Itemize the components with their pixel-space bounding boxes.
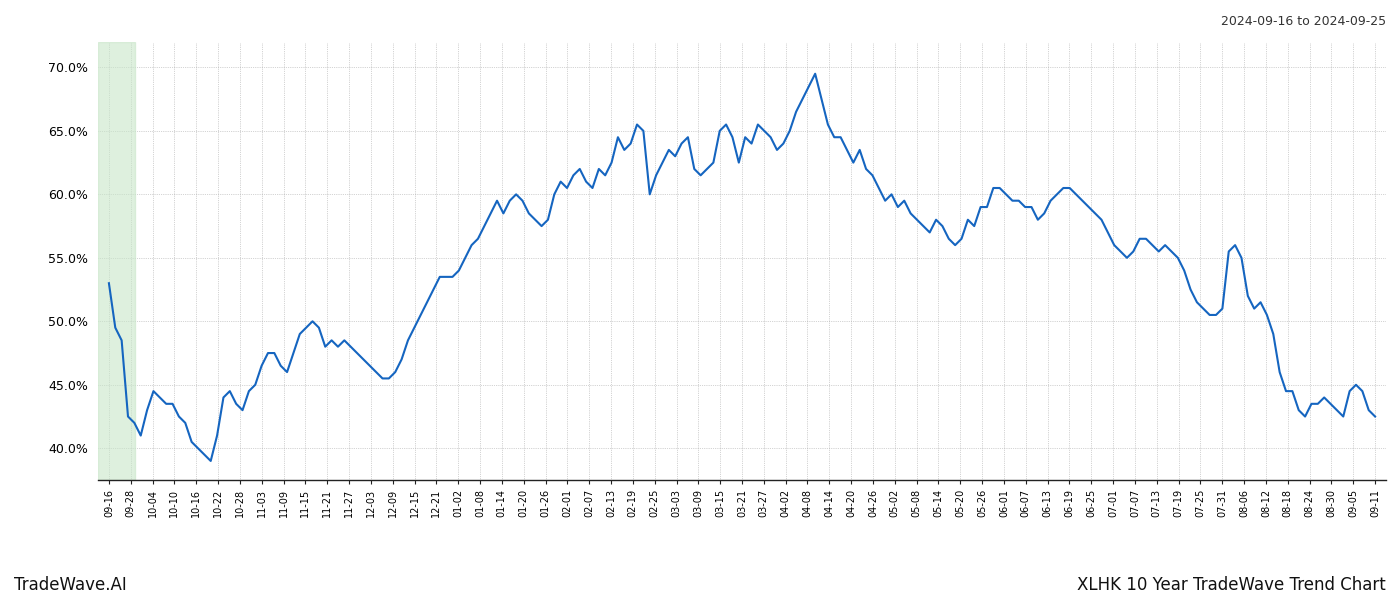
Text: TradeWave.AI: TradeWave.AI <box>14 576 127 594</box>
Text: XLHK 10 Year TradeWave Trend Chart: XLHK 10 Year TradeWave Trend Chart <box>1077 576 1386 594</box>
Text: 2024-09-16 to 2024-09-25: 2024-09-16 to 2024-09-25 <box>1221 15 1386 28</box>
Bar <box>98 42 136 480</box>
